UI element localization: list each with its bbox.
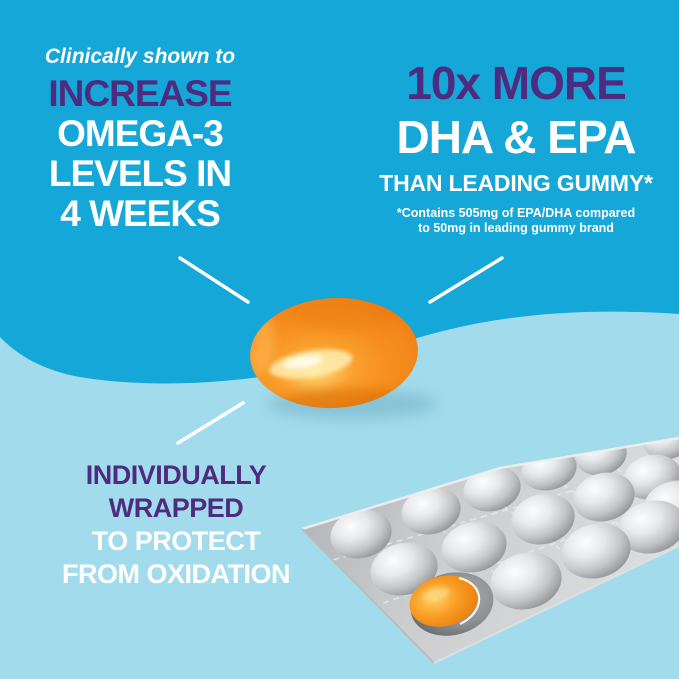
claim-line-levels-in: LEVELS IN bbox=[48, 153, 232, 194]
disclaimer-line-1: *Contains 505mg of EPA/DHA compared bbox=[396, 206, 636, 220]
claim-line-to-protect: TO PROTECT bbox=[91, 526, 261, 556]
background-wave bbox=[0, 0, 679, 384]
claim-line-dha-epa: DHA & EPA bbox=[396, 111, 637, 163]
claim-line-4-weeks: 4 WEEKS bbox=[60, 193, 221, 234]
claim-increase-omega3: Clinically shown to INCREASE OMEGA-3 LEV… bbox=[28, 42, 252, 234]
open-blister-with-capsule bbox=[409, 572, 494, 636]
claim-10x-more: 10x MORE DHA & EPA THAN LEADING GUMMY* *… bbox=[368, 56, 664, 236]
leader-line-top-right bbox=[428, 256, 504, 304]
disclaimer-text: *Contains 505mg of EPA/DHA compared to 5… bbox=[368, 206, 664, 236]
leader-line-bottom-left bbox=[176, 401, 245, 445]
tagline-clinically-shown: Clinically shown to bbox=[44, 45, 236, 68]
claim-line-omega3: OMEGA-3 bbox=[57, 113, 224, 154]
leader-line-top-left bbox=[178, 256, 250, 304]
claim-individually-wrapped: INDIVIDUALLY WRAPPED TO PROTECT FROM OXI… bbox=[38, 459, 314, 591]
disclaimer-line-2: to 50mg in leading gummy brand bbox=[418, 221, 614, 235]
claim-line-increase: INCREASE bbox=[48, 73, 232, 114]
claim-line-10x-more: 10x MORE bbox=[406, 57, 627, 109]
claim-line-than-leading-gummy: THAN LEADING GUMMY* bbox=[379, 170, 653, 196]
claim-line-individually: INDIVIDUALLY bbox=[85, 460, 267, 490]
claim-line-from-oxidation: FROM OXIDATION bbox=[62, 559, 290, 589]
claim-line-wrapped: WRAPPED bbox=[108, 493, 244, 523]
leader-lines bbox=[176, 256, 504, 445]
